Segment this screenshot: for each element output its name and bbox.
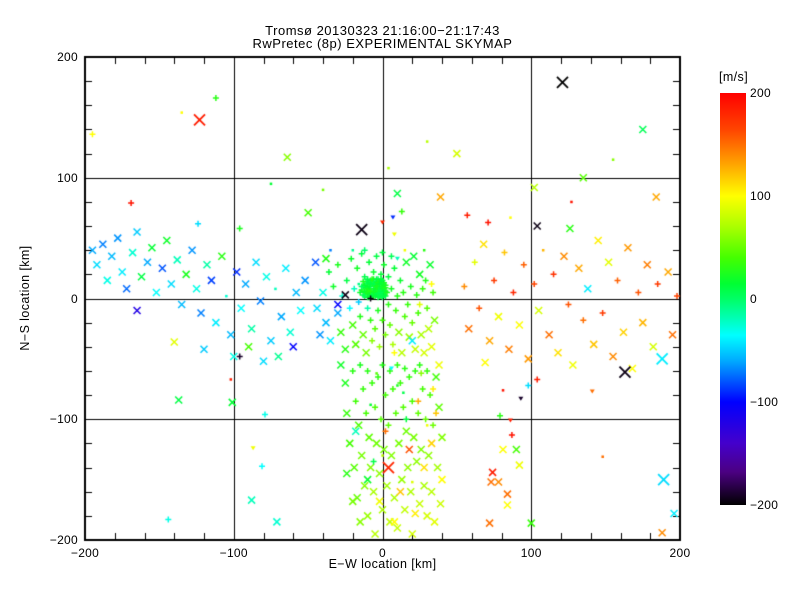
colorbar-tick-label: −100	[750, 395, 779, 409]
y-axis-tick-label: −100	[49, 412, 78, 427]
colorbar-tick-label: 0	[750, 292, 757, 306]
plot-title-line2: RwPretec (8p) EXPERIMENTAL SKYMAP	[252, 36, 513, 51]
colorbar-tick-label: 200	[750, 86, 771, 100]
y-axis-tick-label: 200	[57, 50, 78, 64]
x-axis-label: E−W location [km]	[328, 557, 437, 571]
colorbar-tick-label: 100	[750, 189, 771, 203]
y-axis-tick-label: 100	[57, 170, 78, 185]
x-axis-tick-label: −200	[70, 546, 100, 560]
colorbar-gradient	[720, 93, 746, 505]
x-axis-tick-label: 200	[669, 546, 691, 560]
y-axis-tick-label: −200	[49, 533, 78, 547]
y-axis-tick-label: 0	[71, 291, 78, 306]
x-axis-tick-label: −100	[219, 546, 248, 560]
plot-title-line1: Tromsø 20130323 21:16:00−21:17:43	[265, 23, 500, 38]
x-axis-tick-label: 100	[520, 546, 542, 560]
y-axis-label: N−S location [km]	[18, 245, 32, 351]
colorbar-tick-label: −200	[750, 498, 779, 512]
colorbar-unit-label: [m/s]	[719, 70, 749, 84]
x-axis-tick-label: 0	[379, 546, 386, 560]
